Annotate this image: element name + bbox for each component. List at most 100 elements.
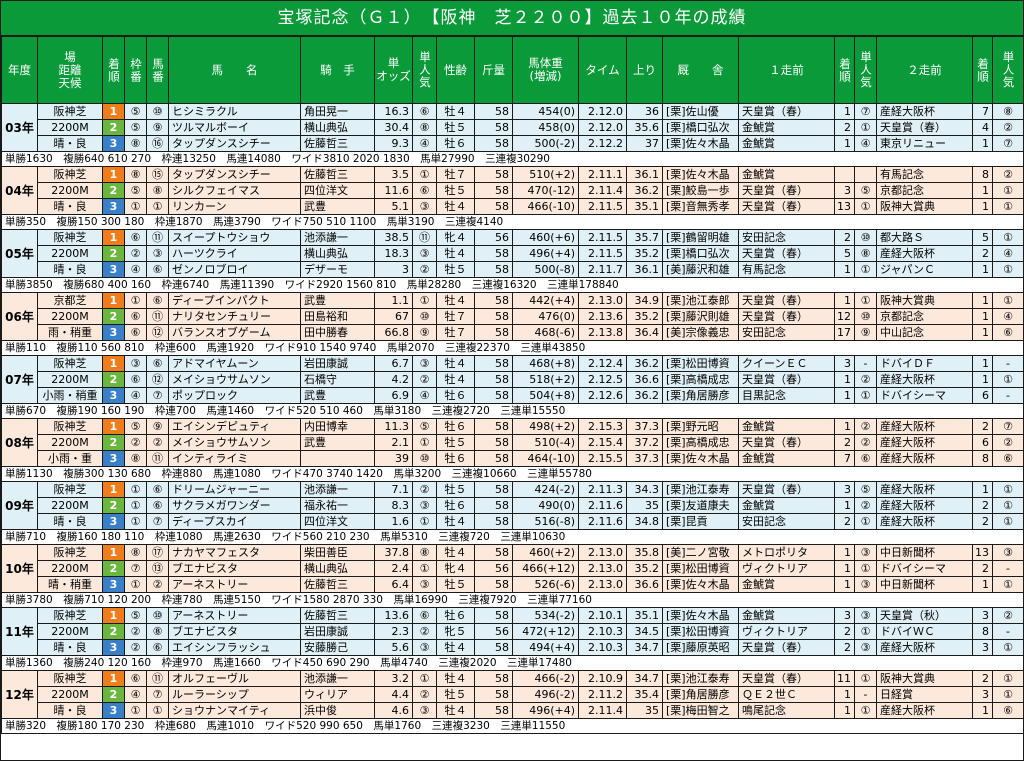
payout-text: 単勝670 複勝190 160 190 枠連700 馬連1460 ワイド520 … [1, 403, 1024, 419]
prev2-rank: 1 [972, 355, 993, 372]
carried-weight: 58 [474, 607, 513, 624]
last-3f: 36.6 [626, 576, 663, 593]
waku-number: ⑧ [124, 544, 147, 561]
race-time: 2.11.5 [578, 198, 627, 215]
prev2-rank: 2 [972, 560, 993, 577]
year-cell: 11年 [1, 607, 38, 656]
finish-rank: 1 [102, 544, 125, 561]
table-row: 09年 阪神芝 1 ① ⑥ ドリームジャーニー 池添謙一 7.1 ② 牡５ 58 424(-2) 2.1… [1, 481, 1024, 530]
prev1-pop: ⑦ [854, 103, 877, 120]
rank-badge: 3 [103, 388, 124, 403]
last-3f: 35.6 [626, 119, 663, 136]
prev2-rank: 1 [972, 371, 993, 388]
last-3f: 37.3 [626, 418, 663, 435]
prev1-race: 安田記念 [738, 513, 835, 530]
sex-age: 牡４ [436, 544, 475, 561]
waku-number: ⑤ [124, 103, 147, 120]
year-cell: 07年 [1, 355, 38, 404]
race-time: 2.12.5 [578, 371, 627, 388]
horse-number: ② [146, 576, 169, 593]
win-odds: 13.6 [374, 607, 413, 624]
prev2-pop: ① [992, 670, 1024, 687]
prev1-rank: 1 [834, 418, 855, 435]
jockey-name: 四位洋文 [300, 182, 375, 199]
popularity: ⑥ [412, 103, 437, 120]
prev1-race: メトロポリタ [738, 544, 835, 561]
race-time: 2.13.0 [578, 544, 627, 561]
table-row: 晴・良 3 ⑧ ⑯ タップダンスシチー 佐藤哲三 9.3 ④ 牡６ 58 500(-2) 2.12.2… [2, 135, 1024, 152]
finish-rank: 1 [102, 229, 125, 246]
rank-badge: 1 [103, 356, 124, 371]
prev2-pop: ① [992, 292, 1024, 309]
prev1-race: クイーンＥＣ [738, 355, 835, 372]
finish-rank: 2 [102, 308, 125, 325]
horse-name: ルーラーシップ [168, 686, 301, 703]
table-row: 晴・良 3 ② ⑥ エイシンフラッシュ 安藤勝己 5.6 ③ 牡４ 58 494(+4) 2.10.3… [2, 639, 1024, 656]
jockey-name: 田中勝春 [300, 324, 375, 341]
prev1-race: 金鯱賞 [738, 166, 835, 183]
jockey-name: 柴田善臣 [300, 544, 375, 561]
year-cell: 09年 [1, 481, 38, 530]
horse-number: ⑩ [146, 103, 169, 120]
body-weight: 526(-6) [512, 576, 579, 593]
prev1-race: 金鯱賞 [738, 497, 835, 514]
horse-number: ⑰ [146, 544, 169, 561]
carried-weight: 56 [474, 560, 513, 577]
body-weight: 504(+8) [512, 387, 579, 404]
sex-age: 牡６ [436, 450, 475, 467]
horse-number: ⑥ [146, 355, 169, 372]
horse-name: ヒシミラクル [168, 103, 301, 120]
prev1-rank: 1 [834, 103, 855, 120]
popularity: ① [412, 670, 437, 687]
horse-number: ① [146, 702, 169, 719]
carried-weight: 58 [474, 371, 513, 388]
race-time: 2.12.4 [578, 355, 627, 372]
jockey-name: 安藤勝己 [300, 639, 375, 656]
carried-weight: 58 [474, 702, 513, 719]
win-odds: 39 [374, 450, 413, 467]
finish-rank: 3 [102, 261, 125, 278]
prev2-race: ドバイＷＣ [876, 623, 973, 640]
finish-rank: 3 [102, 702, 125, 719]
stable: [栗]野元昭 [662, 418, 739, 435]
prev1-rank: 17 [834, 324, 855, 341]
body-weight: 424(-2) [512, 481, 579, 498]
sex-age: 牡７ [436, 324, 475, 341]
horse-number: ⑪ [146, 670, 169, 687]
horse-name: タップダンスシチー [168, 166, 301, 183]
horse-name: メイショウサムソン [168, 371, 301, 388]
popularity: ② [412, 686, 437, 703]
sex-age: 牡５ [436, 481, 475, 498]
venue-cell: 晴・良 [37, 513, 103, 530]
popularity: ③ [412, 639, 437, 656]
prev1-pop: - [854, 355, 877, 372]
prev1-rank: 1 [834, 576, 855, 593]
win-odds: 8.3 [374, 497, 413, 514]
prev2-pop: - [992, 387, 1024, 404]
win-odds: 1.6 [374, 513, 413, 530]
header-prev1-rank: 着順 [834, 36, 855, 104]
prev1-pop: ① [854, 261, 877, 278]
prev2-race: 産経大阪杯 [876, 450, 973, 467]
horse-number: ② [146, 434, 169, 451]
waku-number: ① [124, 702, 147, 719]
horse-number: ⑪ [146, 450, 169, 467]
jockey-name: 浜中俊 [300, 702, 375, 719]
stable: [栗]佐々木晶 [662, 607, 739, 624]
sex-age: 牡５ [436, 434, 475, 451]
carried-weight: 58 [474, 481, 513, 498]
prev1-rank: 2 [834, 639, 855, 656]
header-prev2: ２走前 [876, 36, 973, 104]
jockey-name: 池添謙一 [300, 481, 375, 498]
stable: [栗]角居勝彦 [662, 387, 739, 404]
prev2-rank: 1 [972, 135, 993, 152]
prev1-rank: 2 [834, 119, 855, 136]
carried-weight: 58 [474, 418, 513, 435]
prev2-pop: ③ [992, 544, 1024, 561]
popularity: ④ [412, 135, 437, 152]
horse-name: インティライミ [168, 450, 301, 467]
jockey-name: 武豊 [300, 292, 375, 309]
win-odds: 6.9 [374, 387, 413, 404]
sex-age: 牡４ [436, 292, 475, 309]
waku-number: ⑥ [124, 324, 147, 341]
